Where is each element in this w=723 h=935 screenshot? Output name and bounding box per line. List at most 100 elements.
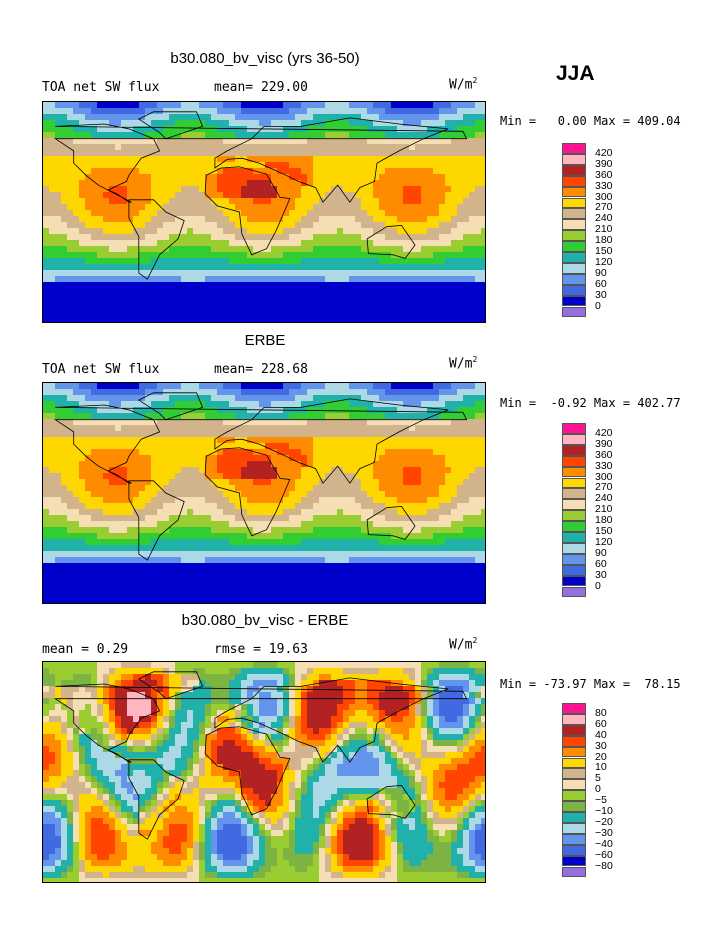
field-cell (343, 216, 349, 222)
field-cell (199, 521, 205, 527)
field-cell (55, 180, 61, 186)
field-cell (367, 222, 373, 228)
field-cell (139, 485, 145, 491)
field-cell (433, 527, 439, 533)
field-cell (199, 234, 205, 240)
field-cell (397, 186, 403, 192)
field-cell (121, 419, 127, 425)
field-cell (145, 318, 151, 322)
field-cell (229, 533, 235, 539)
field-cell (97, 234, 103, 240)
field-cell (79, 491, 85, 497)
field-cell (259, 276, 265, 282)
field-cell (205, 252, 211, 258)
field-cell (133, 312, 139, 318)
field-cell (109, 551, 115, 557)
field-cell (235, 533, 241, 539)
field-cell (331, 144, 337, 150)
field-cell (235, 252, 241, 258)
field-cell (205, 521, 211, 527)
field-cell (175, 282, 181, 288)
field-cell (187, 485, 193, 491)
field-cell (433, 246, 439, 252)
field-cell (199, 383, 205, 389)
field-cell (391, 479, 397, 485)
field-cell (373, 401, 379, 407)
colorbar-label: 390 (595, 157, 613, 170)
field-cell (283, 389, 289, 395)
field-cell (85, 120, 91, 126)
field-cell (403, 521, 409, 527)
field-cell (109, 180, 115, 186)
field-cell (367, 539, 373, 545)
field-cell (391, 246, 397, 252)
field-cell (481, 497, 485, 503)
field-cell (139, 264, 145, 270)
field-cell (67, 395, 73, 401)
field-cell (151, 539, 157, 545)
field-cell (199, 156, 205, 162)
field-cell (379, 437, 385, 443)
field-cell (151, 246, 157, 252)
field-cell (247, 318, 253, 322)
field-cell (379, 407, 385, 413)
field-cell (199, 126, 205, 132)
field-cell (61, 473, 67, 479)
field-cell (211, 533, 217, 539)
field-cell (181, 312, 187, 318)
field-cell (301, 108, 307, 114)
field-cell (241, 258, 247, 264)
field-cell (403, 198, 409, 204)
field-cell (247, 132, 253, 138)
field-cell (61, 210, 67, 216)
field-cell (463, 413, 469, 419)
field-cell (391, 497, 397, 503)
field-cell (421, 389, 427, 395)
field-cell (157, 407, 163, 413)
field-cell (397, 413, 403, 419)
field-cell (127, 162, 133, 168)
field-cell (409, 252, 415, 258)
field-cell (241, 222, 247, 228)
field-cell (397, 222, 403, 228)
field-cell (481, 210, 485, 216)
field-cell (319, 204, 325, 210)
field-cell (91, 114, 97, 120)
field-cell (343, 389, 349, 395)
field-cell (277, 132, 283, 138)
field-cell (469, 216, 475, 222)
field-cell (145, 401, 151, 407)
field-cell (127, 443, 133, 449)
field-cell (55, 306, 61, 312)
field-cell (205, 449, 211, 455)
field-cell (67, 174, 73, 180)
field-cell (49, 389, 55, 395)
field-cell (421, 234, 427, 240)
field-cell (121, 114, 127, 120)
field-cell (151, 395, 157, 401)
field-cell (199, 270, 205, 276)
field-cell (151, 509, 157, 515)
field-cell (403, 168, 409, 174)
field-cell (391, 270, 397, 276)
field-cell (427, 413, 433, 419)
field-cell (457, 162, 463, 168)
field-cell (481, 246, 485, 252)
field-cell (301, 144, 307, 150)
field-cell (265, 401, 271, 407)
field-cell (121, 270, 127, 276)
field-cell (403, 204, 409, 210)
field-cell (49, 144, 55, 150)
field-cell (247, 521, 253, 527)
field-cell (223, 120, 229, 126)
field-cell (481, 216, 485, 222)
field-cell (403, 545, 409, 551)
field-cell (427, 180, 433, 186)
field-cell (205, 539, 211, 545)
field-cell (205, 491, 211, 497)
field-cell (97, 485, 103, 491)
field-cell (193, 168, 199, 174)
field-cell (349, 485, 355, 491)
field-cell (109, 210, 115, 216)
field-cell (379, 132, 385, 138)
